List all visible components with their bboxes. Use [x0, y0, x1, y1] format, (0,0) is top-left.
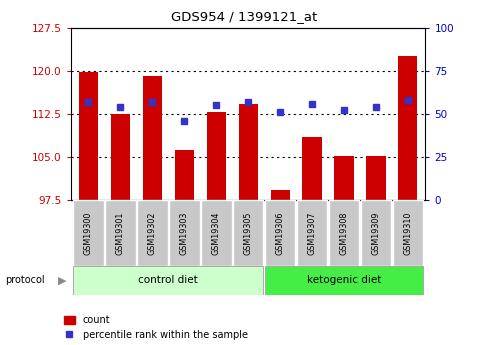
Bar	[392, 200, 422, 266]
Text: ketogenic diet: ketogenic diet	[306, 275, 380, 285]
Text: GSM19307: GSM19307	[307, 211, 316, 255]
Bar	[79, 72, 98, 200]
Text: GSM19303: GSM19303	[180, 211, 188, 255]
Text: protocol: protocol	[5, 275, 44, 285]
Bar	[296, 200, 326, 266]
Bar	[302, 137, 321, 200]
Text: control diet: control diet	[138, 275, 198, 285]
Bar	[232, 200, 263, 266]
Bar	[201, 200, 231, 266]
Bar	[264, 266, 422, 295]
Text: GDS954 / 1399121_at: GDS954 / 1399121_at	[171, 10, 317, 23]
Text: GSM19301: GSM19301	[116, 211, 124, 255]
Bar	[366, 156, 385, 200]
Text: GSM19300: GSM19300	[84, 211, 93, 255]
Text: GSM19302: GSM19302	[147, 211, 157, 255]
Text: GSM19306: GSM19306	[275, 211, 284, 255]
Bar	[238, 104, 257, 200]
Text: ▶: ▶	[58, 275, 66, 285]
Bar	[73, 200, 103, 266]
Bar	[334, 156, 353, 200]
Bar	[174, 150, 193, 200]
Legend: count, percentile rank within the sample: count, percentile rank within the sample	[63, 315, 247, 340]
Bar	[105, 200, 136, 266]
Bar	[73, 266, 263, 295]
Bar	[360, 200, 390, 266]
Text: GSM19305: GSM19305	[243, 211, 252, 255]
Bar	[328, 200, 359, 266]
Bar	[206, 112, 225, 200]
Bar	[270, 190, 289, 200]
Bar	[111, 114, 130, 200]
Bar	[397, 56, 417, 200]
Text: GSM19304: GSM19304	[211, 211, 220, 255]
Bar	[142, 77, 162, 200]
Text: GSM19309: GSM19309	[371, 211, 380, 255]
Bar	[137, 200, 167, 266]
Bar	[169, 200, 199, 266]
Bar	[264, 200, 295, 266]
Text: GSM19308: GSM19308	[339, 211, 348, 255]
Text: GSM19310: GSM19310	[403, 211, 411, 255]
